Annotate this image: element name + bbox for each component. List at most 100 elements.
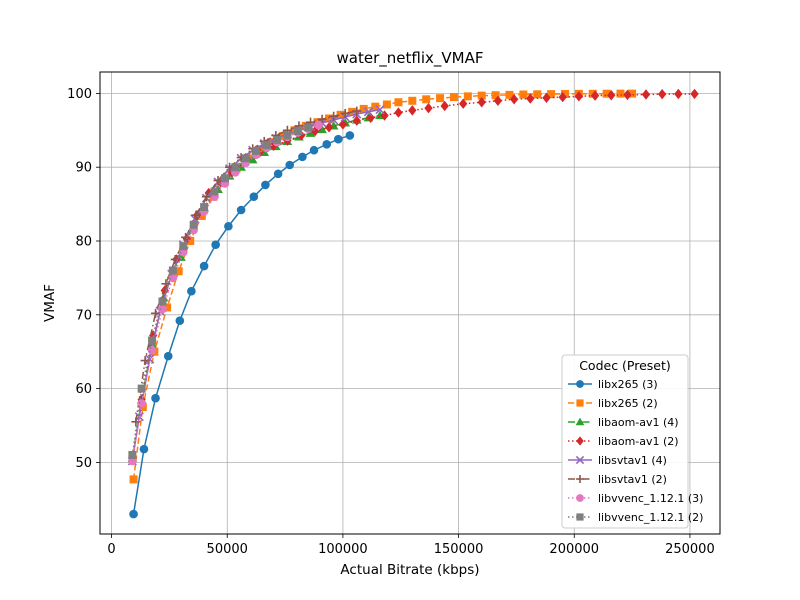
data-point — [616, 89, 625, 98]
legend-item: libsvtav1 (2) — [568, 473, 667, 486]
data-point — [285, 160, 295, 170]
data-point — [590, 90, 600, 101]
y-axis-label: VMAF — [42, 284, 58, 322]
legend-swatch-marker — [576, 380, 584, 388]
data-point — [129, 509, 138, 519]
data-point — [477, 97, 486, 108]
x-tick-label: 50000 — [207, 542, 248, 557]
data-point — [366, 112, 375, 123]
data-point — [602, 89, 611, 98]
x-tick-label: 150000 — [434, 542, 484, 557]
data-point — [182, 233, 191, 244]
data-point — [181, 232, 191, 242]
data-point — [436, 94, 445, 103]
axis-ticks: 0 50000 100000 150000 200000 250000 50 60 70 80 90… — [67, 87, 715, 557]
data-point — [249, 192, 259, 202]
data-point — [505, 90, 514, 99]
data-point — [359, 104, 368, 113]
data-point — [394, 107, 403, 118]
legend-label: libsvtav1 (2) — [598, 473, 667, 486]
y-tick-label: 90 — [75, 161, 92, 176]
data-point — [267, 138, 276, 147]
data-point — [519, 90, 528, 99]
data-point — [200, 203, 209, 212]
data-point — [139, 444, 149, 454]
x-tick-label: 0 — [107, 542, 115, 557]
legend-swatch-marker — [576, 494, 584, 502]
data-point — [408, 96, 417, 105]
legend-swatch-marker — [575, 417, 585, 426]
data-point — [273, 169, 283, 179]
legend-swatch-marker — [576, 399, 584, 407]
data-point — [151, 308, 161, 318]
y-tick-label: 50 — [75, 456, 92, 471]
data-point — [641, 89, 651, 100]
data-point — [163, 303, 172, 312]
data-point — [477, 91, 486, 100]
data-point — [174, 267, 183, 276]
x-tick-label: 200000 — [549, 542, 599, 557]
data-point — [199, 261, 209, 271]
data-point — [163, 351, 173, 361]
data-point — [317, 124, 327, 134]
data-point — [304, 123, 313, 132]
grid — [100, 72, 720, 534]
legend-label: libaom-av1 (2) — [598, 435, 679, 448]
data-point — [186, 237, 195, 246]
data-point — [558, 91, 567, 103]
legend-item: libx265 (2) — [568, 397, 658, 410]
data-point — [191, 210, 201, 220]
legend-label: libsvtav1 (4) — [598, 454, 667, 467]
data-point — [491, 91, 500, 100]
legend-swatch-marker — [575, 455, 585, 465]
series-7 — [128, 123, 313, 460]
series-line — [132, 92, 633, 480]
legend-item: libvvenc_1.12.1 (2) — [568, 511, 703, 524]
legend-label: libx265 (2) — [598, 397, 658, 410]
data-point — [201, 192, 211, 202]
data-point — [158, 304, 167, 314]
data-point — [628, 89, 637, 98]
data-point — [394, 98, 403, 107]
data-point — [380, 110, 389, 121]
data-point — [189, 220, 198, 229]
data-point — [261, 180, 270, 190]
data-point — [309, 145, 319, 155]
x-tick-label: 100000 — [318, 542, 368, 557]
data-point — [382, 100, 391, 109]
data-point — [509, 94, 519, 105]
plot-frame — [99, 71, 721, 535]
data-point — [129, 475, 138, 484]
data-point — [158, 297, 167, 306]
data-point — [161, 279, 171, 289]
data-point — [324, 122, 334, 133]
legend-label: libx265 (3) — [598, 378, 658, 391]
data-point — [352, 115, 361, 126]
data-point — [408, 105, 417, 116]
data-point — [170, 254, 180, 264]
data-point — [293, 127, 302, 136]
data-point — [463, 92, 472, 101]
data-point — [422, 95, 431, 104]
data-point — [314, 120, 323, 130]
data-point — [272, 135, 281, 144]
data-point — [151, 393, 160, 403]
data-point — [148, 336, 157, 345]
legend-item: libaom-av1 (4) — [568, 416, 679, 429]
legend-label: libaom-av1 (4) — [598, 416, 679, 429]
data-point — [542, 92, 551, 104]
legend-label: libvvenc_1.12.1 (3) — [598, 492, 703, 505]
data-point — [325, 114, 334, 123]
data-point — [340, 108, 350, 118]
data-point — [345, 131, 355, 140]
data-point — [220, 174, 229, 183]
data-point — [317, 114, 327, 124]
legend: Codec (Preset) libx265 (3)libx265 (2)lib… — [561, 354, 703, 529]
data-point — [449, 93, 458, 102]
legend-swatch-marker — [576, 436, 584, 446]
data-point — [322, 140, 332, 149]
legend-swatch-marker — [576, 513, 584, 521]
y-tick-label: 80 — [75, 235, 92, 250]
data-point — [145, 354, 155, 364]
legend-box — [561, 354, 689, 529]
